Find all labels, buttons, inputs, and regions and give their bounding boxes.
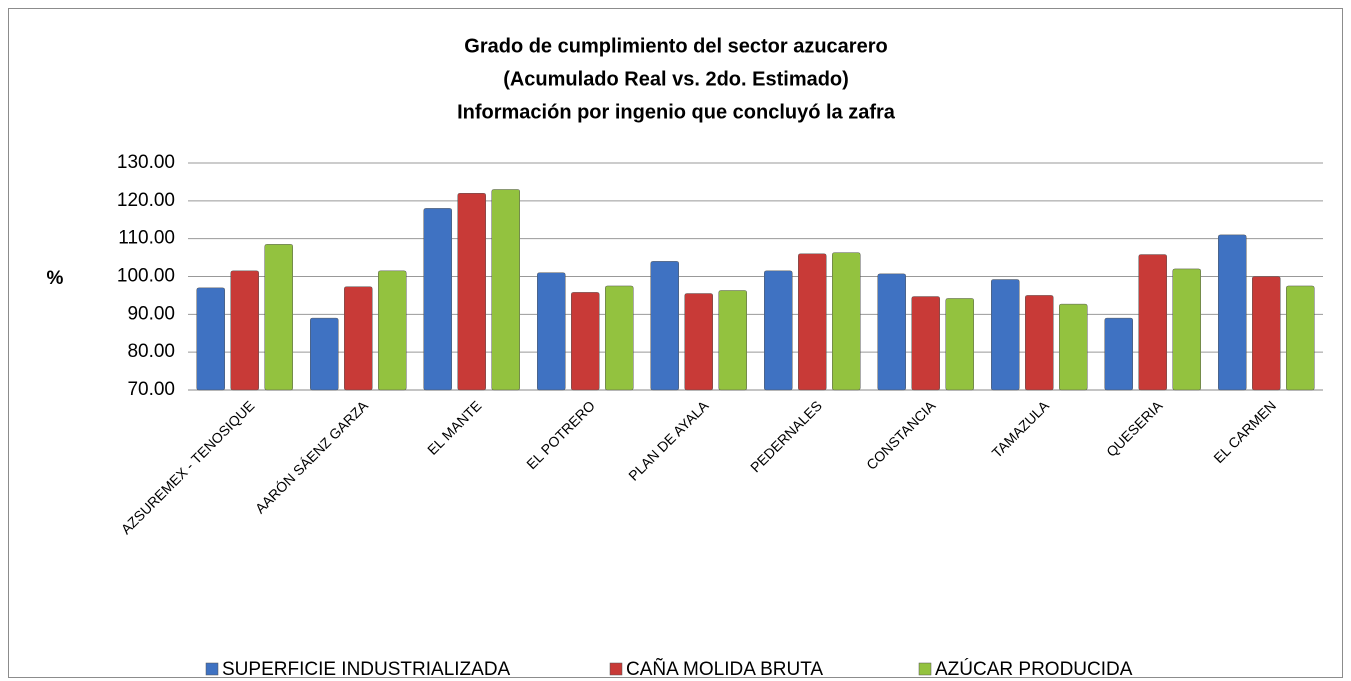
legend-swatch [918,662,932,676]
bar [764,270,793,391]
bar [1252,276,1281,391]
bar [491,189,520,391]
bar [571,292,600,391]
bar [344,286,373,391]
bar [1104,317,1133,391]
y-tick-label: 110.00 [118,228,175,249]
bar [1286,285,1315,391]
bar [1218,234,1247,391]
bar [798,253,827,391]
bar [457,193,486,391]
legend-swatch [205,662,219,676]
bar [911,296,940,391]
bar [1138,254,1167,391]
legend-label: AZÚCAR PRODUCIDA [935,658,1133,680]
bar [877,273,906,391]
bar [1059,303,1088,391]
legend-swatch [609,662,623,676]
chart-title: (Acumulado Real vs. 2do. Estimado) [503,68,849,90]
bar [537,272,566,391]
bar [423,208,452,391]
legend-label: SUPERFICIE INDUSTRIALIZADA [222,659,511,680]
y-axis-label: % [47,268,64,289]
chart-title: Grado de cumplimiento del sector azucare… [464,35,887,57]
legend-label: CAÑA MOLIDA BRUTA [626,658,823,680]
bar [310,317,339,391]
chart-title: Información por ingenio que concluyó la … [457,101,896,123]
bar [718,290,747,391]
bar [945,298,974,391]
bar [1172,268,1201,391]
y-tick-label: 80.00 [127,341,175,362]
bar [832,252,861,391]
y-tick-label: 120.00 [117,190,175,211]
bar [264,244,293,391]
bar [196,287,225,391]
bar [230,270,259,391]
bar [1025,295,1054,391]
bar [650,261,679,391]
y-tick-label: 130.00 [117,152,175,173]
bar [378,270,407,391]
bar [684,293,713,391]
bar [605,285,634,391]
y-tick-label: 100.00 [117,266,175,287]
bar [991,279,1020,391]
y-tick-label: 90.00 [127,303,175,324]
y-tick-label: 70.00 [127,379,175,400]
